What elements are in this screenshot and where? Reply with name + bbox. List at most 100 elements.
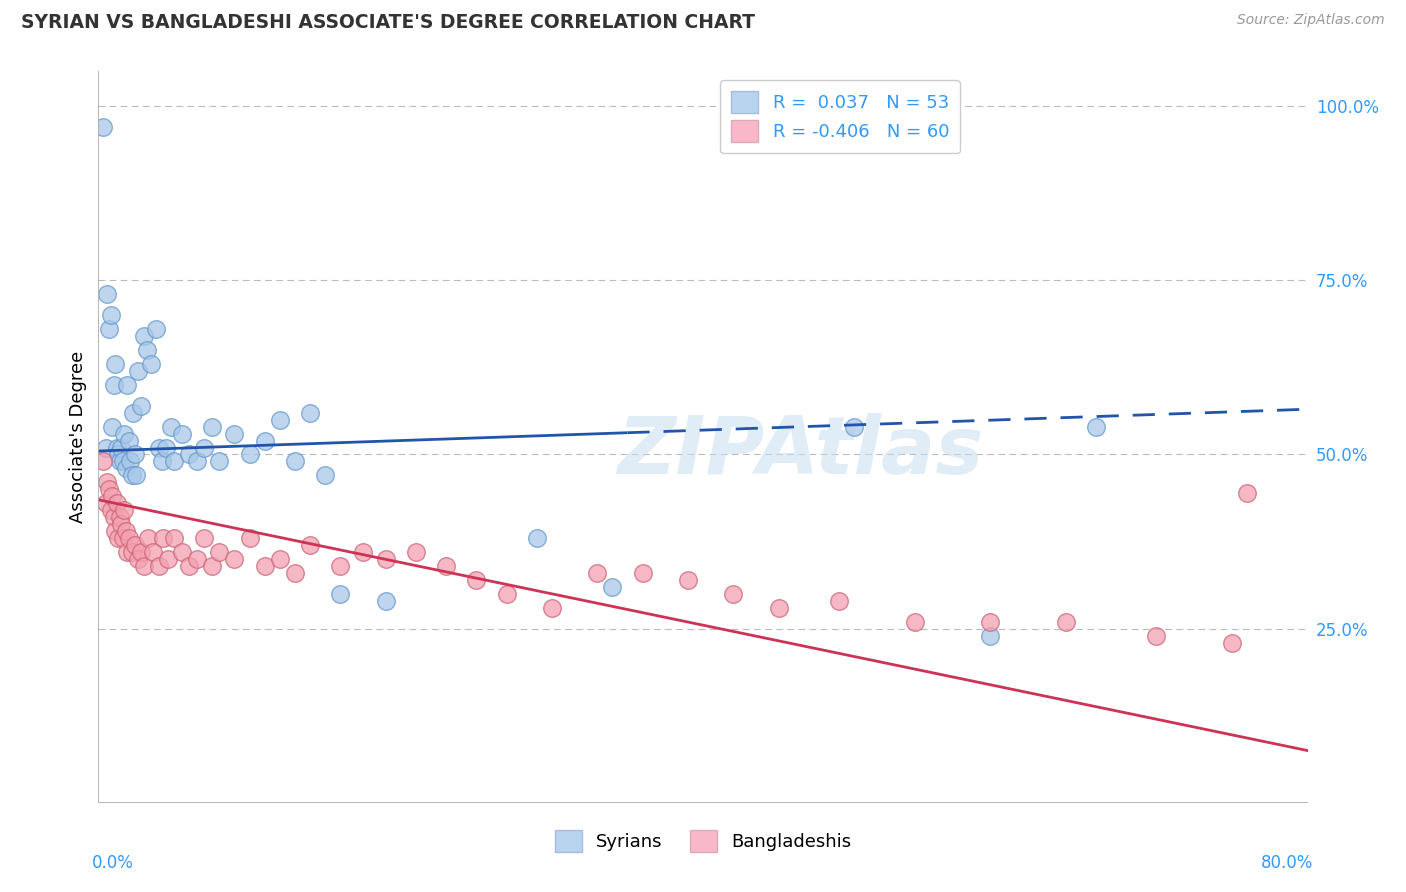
Point xyxy=(224,426,246,441)
Point xyxy=(155,441,177,455)
Point xyxy=(904,615,927,629)
Point xyxy=(104,357,127,371)
Point xyxy=(115,377,138,392)
Point xyxy=(329,558,352,573)
Point xyxy=(208,454,231,468)
Point xyxy=(124,538,146,552)
Point xyxy=(193,531,215,545)
Point xyxy=(94,441,117,455)
Point xyxy=(170,426,193,441)
Point xyxy=(239,531,262,545)
Point xyxy=(201,419,224,434)
Point xyxy=(98,483,121,497)
Point xyxy=(145,322,167,336)
Point xyxy=(96,475,118,490)
Point xyxy=(103,377,125,392)
Point xyxy=(125,468,148,483)
Point xyxy=(314,468,336,483)
Point xyxy=(284,566,307,580)
Point xyxy=(124,448,146,462)
Point xyxy=(135,343,157,357)
Point xyxy=(374,552,396,566)
Point xyxy=(253,434,276,448)
Point xyxy=(114,461,136,475)
Point xyxy=(676,573,699,587)
Point xyxy=(979,615,1001,629)
Point xyxy=(111,454,134,468)
Point xyxy=(631,566,654,580)
Point xyxy=(111,531,134,545)
Point xyxy=(110,517,132,532)
Point xyxy=(1236,485,1258,500)
Point xyxy=(118,434,141,448)
Point xyxy=(1054,615,1077,629)
Point xyxy=(118,531,141,545)
Point xyxy=(586,566,609,580)
Point xyxy=(148,558,170,573)
Point xyxy=(152,531,174,545)
Point xyxy=(91,454,114,468)
Point xyxy=(122,406,145,420)
Point xyxy=(127,364,149,378)
Point xyxy=(465,573,488,587)
Point xyxy=(101,489,124,503)
Point xyxy=(104,524,127,538)
Point xyxy=(352,545,374,559)
Point xyxy=(374,594,396,608)
Point xyxy=(979,629,1001,643)
Point xyxy=(299,538,322,552)
Point xyxy=(108,510,131,524)
Point xyxy=(121,468,143,483)
Point xyxy=(132,329,155,343)
Point xyxy=(253,558,276,573)
Text: Source: ZipAtlas.com: Source: ZipAtlas.com xyxy=(1237,13,1385,28)
Point xyxy=(112,503,135,517)
Point xyxy=(110,441,132,455)
Point xyxy=(160,419,183,434)
Point xyxy=(91,120,114,134)
Point xyxy=(540,600,562,615)
Point xyxy=(108,454,131,468)
Point xyxy=(129,399,152,413)
Point xyxy=(526,531,548,545)
Point xyxy=(239,448,262,462)
Point xyxy=(269,412,291,426)
Point xyxy=(179,558,201,573)
Point xyxy=(121,545,143,559)
Point xyxy=(186,552,208,566)
Point xyxy=(224,552,246,566)
Text: 0.0%: 0.0% xyxy=(93,854,134,872)
Point xyxy=(434,558,457,573)
Point xyxy=(142,545,165,559)
Point xyxy=(193,441,215,455)
Point xyxy=(156,552,179,566)
Point xyxy=(96,287,118,301)
Point xyxy=(602,580,624,594)
Point xyxy=(107,531,129,545)
Point xyxy=(170,545,193,559)
Point xyxy=(179,448,201,462)
Point xyxy=(299,406,322,420)
Text: 80.0%: 80.0% xyxy=(1261,854,1313,872)
Point xyxy=(828,594,851,608)
Point xyxy=(201,558,224,573)
Point xyxy=(132,558,155,573)
Point xyxy=(98,322,121,336)
Point xyxy=(101,419,124,434)
Text: SYRIAN VS BANGLADESHI ASSOCIATE'S DEGREE CORRELATION CHART: SYRIAN VS BANGLADESHI ASSOCIATE'S DEGREE… xyxy=(21,13,755,32)
Point xyxy=(107,448,129,462)
Point xyxy=(127,552,149,566)
Point xyxy=(1085,419,1108,434)
Point xyxy=(844,419,866,434)
Point xyxy=(129,545,152,559)
Point xyxy=(1144,629,1167,643)
Point xyxy=(186,454,208,468)
Point xyxy=(94,496,117,510)
Point xyxy=(163,531,186,545)
Point xyxy=(136,531,159,545)
Point xyxy=(405,545,427,559)
Point xyxy=(495,587,517,601)
Point xyxy=(208,545,231,559)
Point xyxy=(114,524,136,538)
Point xyxy=(269,552,291,566)
